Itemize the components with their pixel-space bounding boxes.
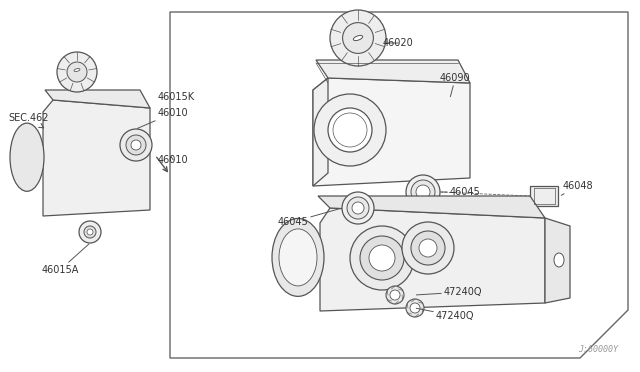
Circle shape [386, 286, 404, 304]
Circle shape [67, 62, 87, 82]
Polygon shape [45, 90, 150, 108]
Circle shape [406, 175, 440, 209]
Circle shape [328, 108, 372, 152]
Circle shape [84, 226, 96, 238]
Text: 46048: 46048 [561, 181, 594, 195]
Circle shape [79, 221, 101, 243]
Circle shape [330, 10, 386, 66]
Text: 46020: 46020 [383, 38, 413, 48]
Ellipse shape [279, 229, 317, 286]
Polygon shape [313, 78, 470, 186]
Polygon shape [313, 78, 328, 186]
Text: 47240Q: 47240Q [417, 287, 483, 297]
Circle shape [120, 129, 152, 161]
Circle shape [87, 229, 93, 235]
Circle shape [419, 239, 437, 257]
Ellipse shape [74, 68, 80, 71]
Circle shape [411, 180, 435, 204]
Circle shape [369, 245, 395, 271]
Circle shape [347, 197, 369, 219]
Circle shape [410, 303, 420, 313]
Text: 46045: 46045 [277, 208, 340, 227]
Text: 46010: 46010 [137, 108, 189, 128]
Circle shape [411, 231, 445, 265]
Text: 46090: 46090 [440, 73, 470, 97]
Ellipse shape [554, 253, 564, 267]
Text: 46010: 46010 [158, 155, 189, 165]
Circle shape [360, 236, 404, 280]
Polygon shape [320, 208, 545, 311]
Circle shape [57, 52, 97, 92]
Circle shape [342, 192, 374, 224]
Circle shape [416, 185, 430, 199]
Circle shape [402, 222, 454, 274]
Circle shape [390, 290, 400, 300]
Polygon shape [545, 218, 570, 303]
Text: 47240Q: 47240Q [417, 308, 474, 321]
Circle shape [333, 113, 367, 147]
Circle shape [352, 202, 364, 214]
Ellipse shape [272, 218, 324, 296]
Circle shape [314, 94, 386, 166]
FancyBboxPatch shape [530, 186, 558, 206]
Circle shape [406, 299, 424, 317]
Polygon shape [316, 60, 470, 83]
Text: 46045: 46045 [442, 187, 481, 197]
Text: 46015A: 46015A [42, 244, 89, 275]
Circle shape [126, 135, 146, 155]
Polygon shape [43, 100, 150, 216]
Circle shape [342, 23, 373, 54]
Text: J:60000Y: J:60000Y [578, 345, 618, 354]
Ellipse shape [353, 35, 363, 41]
Circle shape [131, 140, 141, 150]
Circle shape [350, 226, 414, 290]
Polygon shape [318, 196, 545, 218]
Ellipse shape [10, 123, 44, 191]
Text: SEC.462: SEC.462 [8, 113, 49, 128]
Text: 46015K: 46015K [158, 92, 195, 102]
